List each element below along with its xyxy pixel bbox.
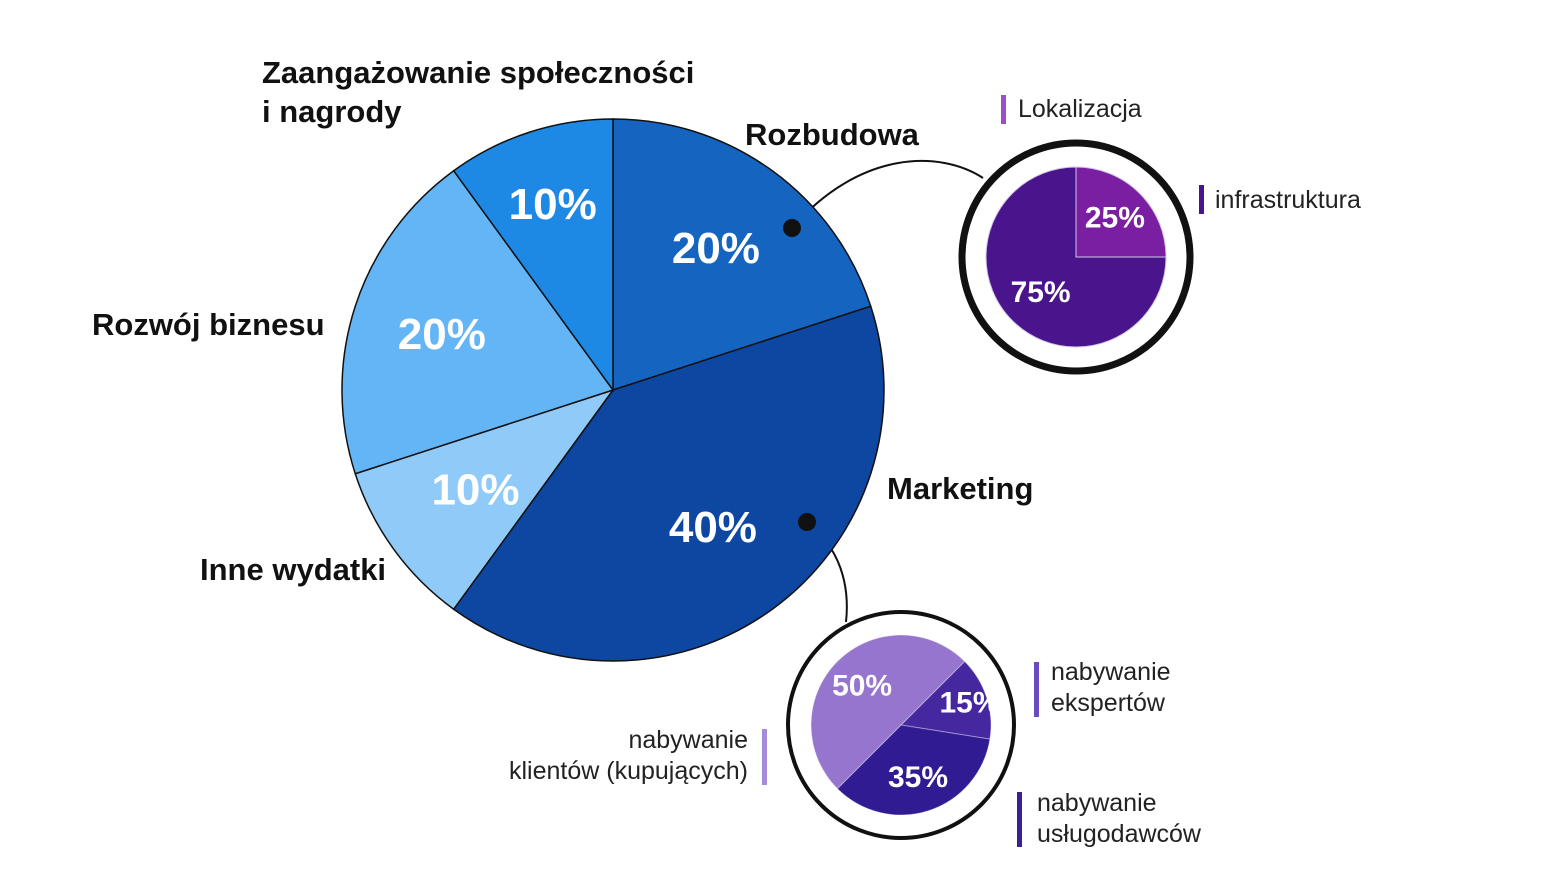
- connector-rozbudowa: [791, 159, 984, 229]
- slice-lokalizacja: [1075, 166, 1167, 258]
- slice-value-infrastruktura: 75%: [1011, 276, 1071, 309]
- sub-pie-rozbudowa: 75% 25%: [958, 139, 1194, 375]
- legend-nabywanie-klientow-kupujacych-line: klientów (kupujących): [509, 757, 748, 785]
- legend-infrastruktura: infrastruktura: [1215, 186, 1361, 214]
- legend-lokalizacja-line: Lokalizacja: [1018, 95, 1142, 123]
- legend-nabywanie-ekspertow-line: nabywanie: [1051, 658, 1171, 686]
- legend-nabywanie-uslugodawcow: nabywanie usługodawców: [1037, 789, 1202, 848]
- slice-rozbudowa: [612, 118, 872, 392]
- slice-value-marketing: 40%: [669, 503, 757, 552]
- slice-marketing: [452, 305, 885, 662]
- connector-dot-marketing: [798, 513, 816, 531]
- legend-nabywanie-uslugodawcow-marker: [1017, 792, 1022, 847]
- category-label-rozbudowa: Rozbudowa: [745, 117, 920, 152]
- slice-value-inne-wydatki: 10%: [431, 465, 519, 514]
- slice-value-nabywanie-klientow-kupujacych: 50%: [832, 670, 892, 703]
- category-label-marketing: Marketing: [887, 471, 1033, 506]
- slice-value-nabywanie-ekspertow: 15%: [939, 686, 999, 719]
- slice-nabywanie-klientow-kupujacych: [810, 634, 966, 790]
- legend-nabywanie-ekspertow: nabywanie ekspertów: [1051, 658, 1171, 717]
- slice-rozwoj-biznesu: [341, 169, 615, 475]
- category-label-zaangazowanie-spolecznosci-i-nagrody-line: Zaangażowanie społeczności: [262, 55, 694, 90]
- legend-nabywanie-klientow-kupujacych-line: nabywanie: [628, 726, 748, 754]
- category-label-inne-wydatki-line: Inne wydatki: [200, 552, 386, 587]
- category-label-rozwoj-biznesu-line: Rozwój biznesu: [92, 307, 325, 342]
- slice-nabywanie-uslugodawcow: [836, 724, 991, 816]
- main-pie: 20% 40% 10% 20% 10%: [341, 118, 885, 662]
- legend-infrastruktura-marker: [1199, 185, 1204, 214]
- legend-lokalizacja: Lokalizacja: [1018, 95, 1142, 123]
- category-label-rozwoj-biznesu: Rozwój biznesu: [92, 307, 325, 342]
- slice-inne-wydatki: [354, 388, 615, 611]
- category-label-marketing-line: Marketing: [887, 471, 1033, 506]
- category-label-rozbudowa-line: Rozbudowa: [745, 117, 920, 152]
- legend-nabywanie-klientow-kupujacych-marker: [762, 729, 767, 785]
- legend-nabywanie-uslugodawcow-line: nabywanie: [1037, 789, 1157, 817]
- category-label-zaangazowanie-spolecznosci-i-nagrody: Zaangażowanie społeczności i nagrody: [262, 55, 694, 129]
- slice-value-rozwoj-biznesu: 20%: [398, 310, 486, 359]
- sub-pie-marketing: 15% 35% 50%: [786, 610, 1016, 840]
- legend-infrastruktura-line: infrastruktura: [1215, 186, 1361, 214]
- slice-value-lokalizacja: 25%: [1085, 202, 1145, 235]
- category-label-inne-wydatki: Inne wydatki: [200, 552, 386, 587]
- legend-nabywanie-uslugodawcow-line: usługodawców: [1037, 820, 1202, 848]
- connector-dot-rozbudowa: [783, 219, 801, 237]
- legend-nabywanie-ekspertow-line: ekspertów: [1051, 689, 1166, 717]
- category-label-zaangazowanie-spolecznosci-i-nagrody-line: i nagrody: [262, 94, 402, 129]
- labels: Rozbudowa Marketing Inne wydatki Rozwój biz…: [92, 55, 1361, 848]
- slice-value-rozbudowa: 20%: [672, 224, 760, 273]
- slice-zaangazowanie-spolecznosci-i-nagrody: [452, 118, 614, 393]
- legend-lokalizacja-marker: [1001, 95, 1006, 124]
- slice-nabywanie-ekspertow: [899, 660, 992, 740]
- legend-nabywanie-klientow-kupujacych: nabywanie klientów (kupujących): [509, 726, 748, 785]
- slice-value-zaangazowanie-spolecznosci-i-nagrody: 10%: [509, 180, 597, 229]
- legend-nabywanie-ekspertow-marker: [1034, 662, 1039, 717]
- slice-value-nabywanie-uslugodawcow: 35%: [888, 761, 948, 794]
